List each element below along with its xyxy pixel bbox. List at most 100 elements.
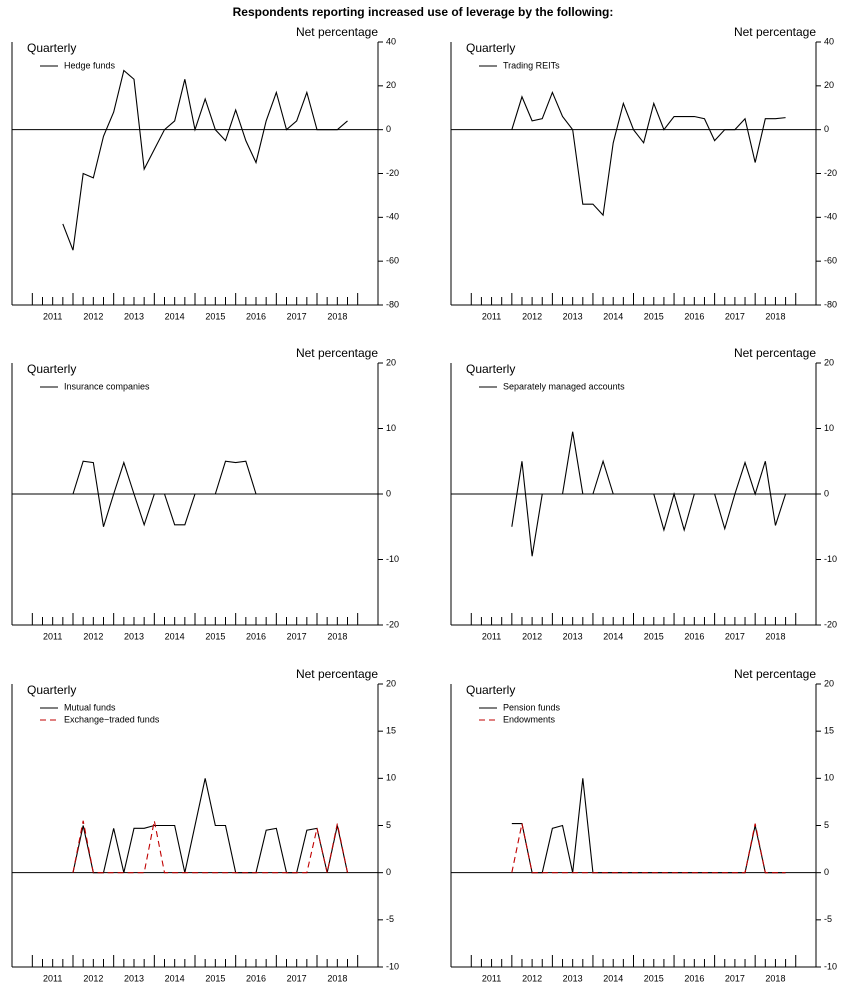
series-line bbox=[72, 778, 349, 874]
y-tick-label: 20 bbox=[386, 357, 396, 367]
x-tick-label: 2011 bbox=[482, 631, 501, 641]
y-tick-label: 10 bbox=[824, 773, 834, 783]
y-tick-label: 20 bbox=[386, 678, 396, 688]
x-tick-label: 2017 bbox=[287, 311, 307, 321]
y-tick-label: -40 bbox=[386, 212, 399, 222]
x-tick-label: 2014 bbox=[165, 973, 185, 983]
x-tick-label: 2014 bbox=[603, 973, 623, 983]
y-axis-title: Net percentage bbox=[734, 25, 816, 39]
y-axis-title: Net percentage bbox=[734, 667, 816, 681]
y-tick-label: -10 bbox=[824, 554, 837, 564]
series-line bbox=[511, 823, 786, 874]
y-tick-label: -10 bbox=[386, 554, 399, 564]
y-tick-label: 40 bbox=[386, 36, 396, 46]
series-line bbox=[511, 431, 787, 557]
series-line bbox=[72, 820, 349, 874]
y-tick-label: 0 bbox=[824, 488, 829, 498]
x-tick-label: 2013 bbox=[563, 311, 583, 321]
chart-title: Respondents reporting increased use of l… bbox=[233, 5, 614, 19]
y-tick-label: 0 bbox=[824, 124, 829, 134]
y-axis-title: Net percentage bbox=[296, 346, 378, 360]
series-line bbox=[62, 69, 348, 251]
y-tick-label: -60 bbox=[824, 256, 837, 266]
x-tick-label: 2014 bbox=[603, 311, 623, 321]
x-tick-label: 2018 bbox=[765, 311, 785, 321]
x-tick-label: 2016 bbox=[684, 311, 704, 321]
x-tick-label: 2017 bbox=[725, 973, 745, 983]
x-tick-label: 2013 bbox=[563, 973, 583, 983]
x-tick-label: 2015 bbox=[205, 631, 225, 641]
x-tick-label: 2011 bbox=[43, 973, 62, 983]
x-tick-label: 2014 bbox=[165, 631, 185, 641]
x-tick-label: 2014 bbox=[165, 311, 185, 321]
y-tick-label: -5 bbox=[824, 914, 832, 924]
y-tick-label: 5 bbox=[386, 820, 391, 830]
y-tick-label: 10 bbox=[824, 423, 834, 433]
x-tick-label: 2013 bbox=[124, 311, 144, 321]
x-tick-label: 2018 bbox=[327, 311, 347, 321]
y-axis-title: Net percentage bbox=[296, 667, 378, 681]
x-tick-label: 2016 bbox=[246, 973, 266, 983]
legend-label: Endowments bbox=[503, 714, 556, 724]
legend-label: Hedge funds bbox=[64, 60, 116, 70]
y-tick-label: -20 bbox=[824, 168, 837, 178]
y-tick-label: -40 bbox=[824, 212, 837, 222]
y-tick-label: 40 bbox=[824, 36, 834, 46]
x-tick-label: 2017 bbox=[287, 631, 307, 641]
y-axis-title: Net percentage bbox=[296, 25, 378, 39]
y-tick-label: -60 bbox=[386, 256, 399, 266]
x-tick-label: 2012 bbox=[522, 973, 542, 983]
y-tick-label: 20 bbox=[824, 357, 834, 367]
y-tick-label: 20 bbox=[386, 80, 396, 90]
y-tick-label: 15 bbox=[824, 726, 834, 736]
x-tick-label: 2015 bbox=[644, 973, 664, 983]
x-tick-label: 2015 bbox=[205, 973, 225, 983]
x-tick-label: 2011 bbox=[43, 311, 62, 321]
legend-label: Trading REITs bbox=[503, 60, 560, 70]
legend-label: Insurance companies bbox=[64, 381, 150, 391]
y-tick-label: -20 bbox=[824, 619, 837, 629]
frequency-label: Quarterly bbox=[466, 41, 515, 55]
x-tick-label: 2016 bbox=[684, 973, 704, 983]
y-axis-title: Net percentage bbox=[734, 346, 816, 360]
x-tick-label: 2012 bbox=[83, 311, 103, 321]
y-tick-label: 0 bbox=[824, 867, 829, 877]
series-line bbox=[511, 90, 786, 217]
x-tick-label: 2017 bbox=[725, 311, 745, 321]
y-tick-label: 10 bbox=[386, 773, 396, 783]
x-tick-label: 2018 bbox=[765, 631, 785, 641]
y-tick-label: 0 bbox=[386, 867, 391, 877]
series-line bbox=[72, 460, 348, 527]
y-tick-label: -20 bbox=[386, 168, 399, 178]
y-tick-label: 15 bbox=[386, 726, 396, 736]
x-tick-label: 2014 bbox=[603, 631, 623, 641]
x-tick-label: 2012 bbox=[522, 311, 542, 321]
y-tick-label: -80 bbox=[386, 299, 399, 309]
legend-label: Separately managed accounts bbox=[503, 381, 625, 391]
x-tick-label: 2015 bbox=[644, 631, 664, 641]
x-tick-label: 2016 bbox=[246, 311, 266, 321]
y-tick-label: -10 bbox=[386, 961, 399, 971]
y-tick-label: -20 bbox=[386, 619, 399, 629]
frequency-label: Quarterly bbox=[27, 683, 76, 697]
x-tick-label: 2018 bbox=[765, 973, 785, 983]
x-tick-label: 2012 bbox=[83, 973, 103, 983]
x-tick-label: 2017 bbox=[725, 631, 745, 641]
x-tick-label: 2011 bbox=[482, 973, 501, 983]
x-tick-label: 2015 bbox=[205, 311, 225, 321]
frequency-label: Quarterly bbox=[27, 41, 76, 55]
y-tick-label: -80 bbox=[824, 299, 837, 309]
y-tick-label: 0 bbox=[386, 488, 391, 498]
frequency-label: Quarterly bbox=[27, 362, 76, 376]
y-tick-label: -5 bbox=[386, 914, 394, 924]
frequency-label: Quarterly bbox=[466, 683, 515, 697]
y-tick-label: 0 bbox=[386, 124, 391, 134]
legend-label: Exchange−traded funds bbox=[64, 714, 160, 724]
series-line bbox=[511, 778, 786, 874]
y-tick-label: 5 bbox=[824, 820, 829, 830]
x-tick-label: 2016 bbox=[684, 631, 704, 641]
legend-label: Pension funds bbox=[503, 702, 561, 712]
x-tick-label: 2013 bbox=[124, 631, 144, 641]
y-tick-label: 10 bbox=[386, 423, 396, 433]
